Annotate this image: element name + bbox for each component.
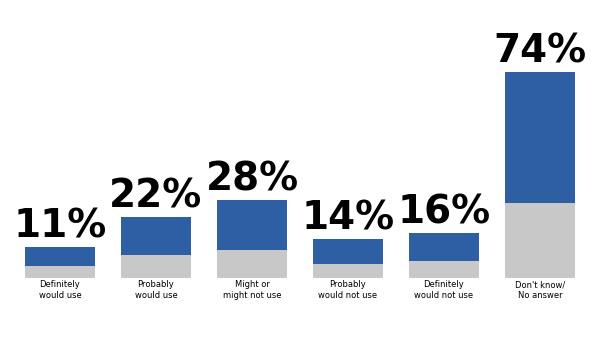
Bar (121, 255, 191, 278)
Text: 22%: 22% (109, 177, 203, 215)
Bar (409, 233, 479, 278)
Bar (217, 200, 287, 278)
Text: 16%: 16% (397, 194, 491, 232)
Bar (409, 261, 479, 278)
Text: 14%: 14% (301, 199, 395, 237)
Text: 11%: 11% (13, 208, 107, 246)
Text: 28%: 28% (205, 160, 299, 198)
Bar (217, 250, 287, 278)
Bar (505, 72, 575, 278)
Text: 74%: 74% (493, 33, 587, 71)
Bar (25, 247, 95, 278)
Bar (313, 239, 383, 278)
Bar (25, 266, 95, 278)
Text: Figure 45: Non-User Likelihood to Use GCSurplus: Figure 45: Non-User Likelihood to Use GC… (6, 16, 260, 26)
Bar (121, 217, 191, 278)
Bar (505, 203, 575, 278)
Bar (313, 264, 383, 278)
